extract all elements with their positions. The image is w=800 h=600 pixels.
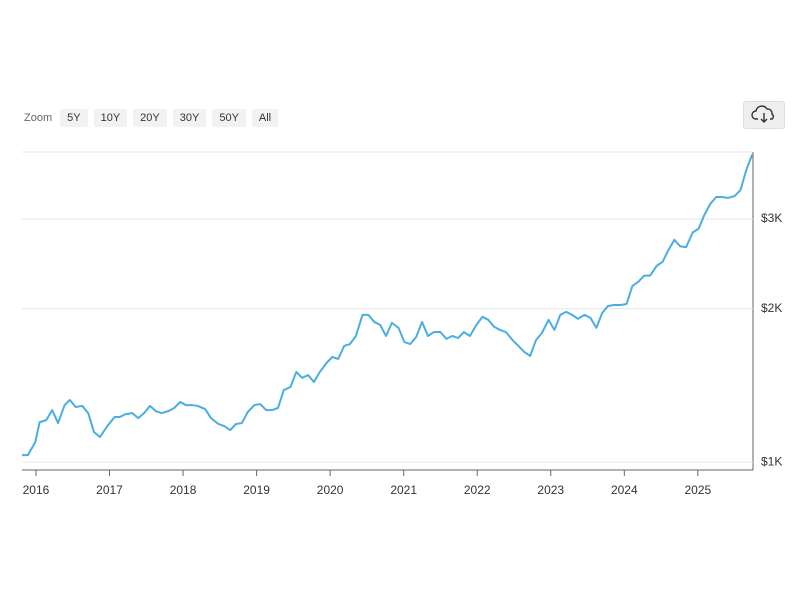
x-tick-label: 2025 [684,483,711,497]
y-tick-label: $3K [761,211,782,225]
zoom-bar: Zoom 5Y 10Y 20Y 30Y 50Y All [24,109,284,127]
download-icon [751,105,774,123]
x-tick-label: 2019 [243,483,270,497]
y-tick-label: $2K [761,301,782,315]
x-tick-label: 2022 [464,483,491,497]
zoom-button[interactable]: 50Y [212,109,246,127]
zoom-label: Zoom [24,112,53,124]
price-line [22,154,754,457]
zoom-button[interactable]: 30Y [172,109,207,127]
x-tick-label: 2018 [170,483,197,497]
x-tick-label: 2021 [390,483,417,497]
zoom-button[interactable]: 5Y [60,109,88,127]
y-tick-label: $1K [761,454,782,468]
zoom-button[interactable]: All [251,109,279,127]
x-tick-label: 2017 [96,483,123,497]
download-button[interactable] [743,101,785,129]
x-tick-label: 2020 [317,483,344,497]
zoom-button[interactable]: 10Y [93,109,128,127]
zoom-button[interactable]: 20Y [133,109,167,127]
x-tick-label: 2016 [23,483,50,497]
x-tick-label: 2024 [611,483,638,497]
x-tick-label: 2023 [537,483,564,497]
